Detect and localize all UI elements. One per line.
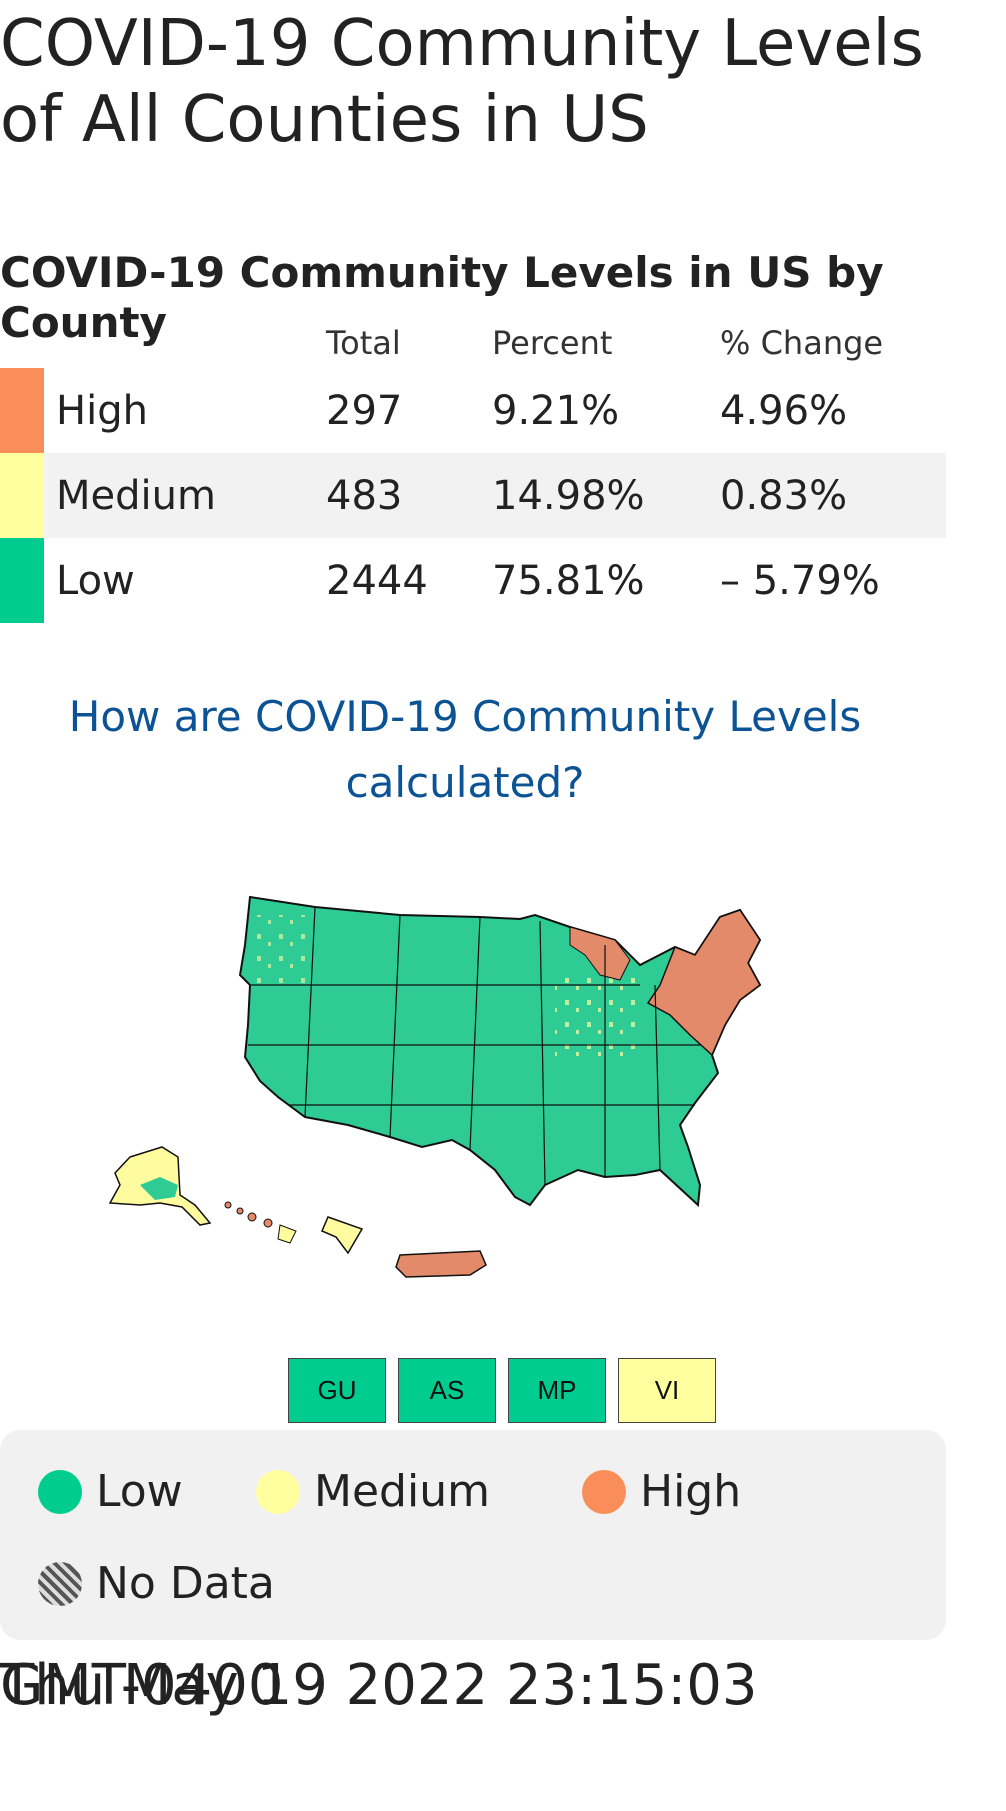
- table-row-low: Low 2444 75.81% – 5.79%: [0, 538, 946, 623]
- timezone-overlay-text: GMT-0400: [0, 1653, 284, 1718]
- territory-button-mp[interactable]: MP: [508, 1358, 606, 1423]
- hawaii-island: [224, 1201, 232, 1209]
- legend-low-label: Low: [96, 1466, 183, 1517]
- row-level: High: [56, 387, 148, 434]
- row-percent: 9.21%: [492, 387, 620, 434]
- row-total: 483: [326, 453, 492, 538]
- legend-nodata-label: No Data: [96, 1558, 275, 1609]
- header-total: Total: [326, 324, 401, 362]
- great-lakes-high-region: [569, 926, 631, 981]
- legend-medium-dot: [256, 1469, 300, 1514]
- legend-item-high: High: [582, 1466, 741, 1517]
- legend-nodata-dot: [38, 1561, 82, 1606]
- table-row-medium: Medium 483 14.98% 0.83%: [0, 453, 946, 538]
- header-level: [44, 318, 326, 368]
- territory-buttons: GU AS MP VI: [288, 1358, 716, 1423]
- legend-low-dot: [38, 1469, 82, 1514]
- community-levels-table: Total Percent % Change High 297 9.21% 4.…: [0, 318, 946, 623]
- row-change: 0.83%: [720, 453, 946, 538]
- row-change: – 5.79%: [720, 557, 880, 604]
- last-updated-timestamp: Thu May 19 2022 23:15:03 GMT-0400: [0, 1650, 757, 1722]
- row-total: 297: [326, 387, 403, 434]
- legend-high-label: High: [640, 1466, 742, 1517]
- territory-button-gu[interactable]: GU: [288, 1358, 386, 1423]
- legend-item-low: Low: [38, 1466, 183, 1517]
- row-level: Medium: [44, 453, 326, 538]
- us-county-map[interactable]: [100, 885, 780, 1305]
- level-swatch-low: [0, 538, 44, 623]
- row-percent: 75.81%: [492, 557, 645, 604]
- row-total: 2444: [326, 557, 428, 604]
- row-percent: 14.98%: [492, 453, 720, 538]
- map-svg: [108, 895, 762, 1278]
- table-title: COVID-19 Community Levels in US by Count…: [0, 248, 884, 347]
- level-swatch-medium: [0, 453, 44, 538]
- legend-item-nodata: No Data: [38, 1558, 275, 1609]
- territory-button-vi[interactable]: VI: [618, 1358, 716, 1423]
- contiguous-us-shape: [238, 895, 762, 1208]
- page-title: COVID-19 Community Levels of All Countie…: [0, 7, 924, 157]
- table-row-high: High 297 9.21% 4.96%: [0, 368, 946, 453]
- legend-item-medium: Medium: [256, 1466, 490, 1517]
- level-swatch-high: [0, 368, 44, 453]
- pacific-territory-shape: [321, 1216, 364, 1255]
- community-levels-help-link[interactable]: How are COVID-19 Community Levels calcul…: [68, 692, 862, 807]
- timestamp-text: Thu May 19 2022 23:15:03: [0, 1653, 758, 1718]
- puerto-rico-shape: [395, 1250, 487, 1278]
- table-header-row: Total Percent % Change: [0, 318, 946, 368]
- header-percent: Percent: [492, 324, 613, 362]
- row-level: Low: [56, 557, 135, 604]
- territory-button-as[interactable]: AS: [398, 1358, 496, 1423]
- header-change: % Change: [720, 324, 884, 362]
- row-change: 4.96%: [720, 387, 848, 434]
- legend-medium-label: Medium: [314, 1466, 490, 1517]
- header-swatch: [0, 318, 44, 368]
- legend-high-dot: [582, 1469, 626, 1514]
- map-legend: Low Medium High No Data: [0, 1430, 946, 1640]
